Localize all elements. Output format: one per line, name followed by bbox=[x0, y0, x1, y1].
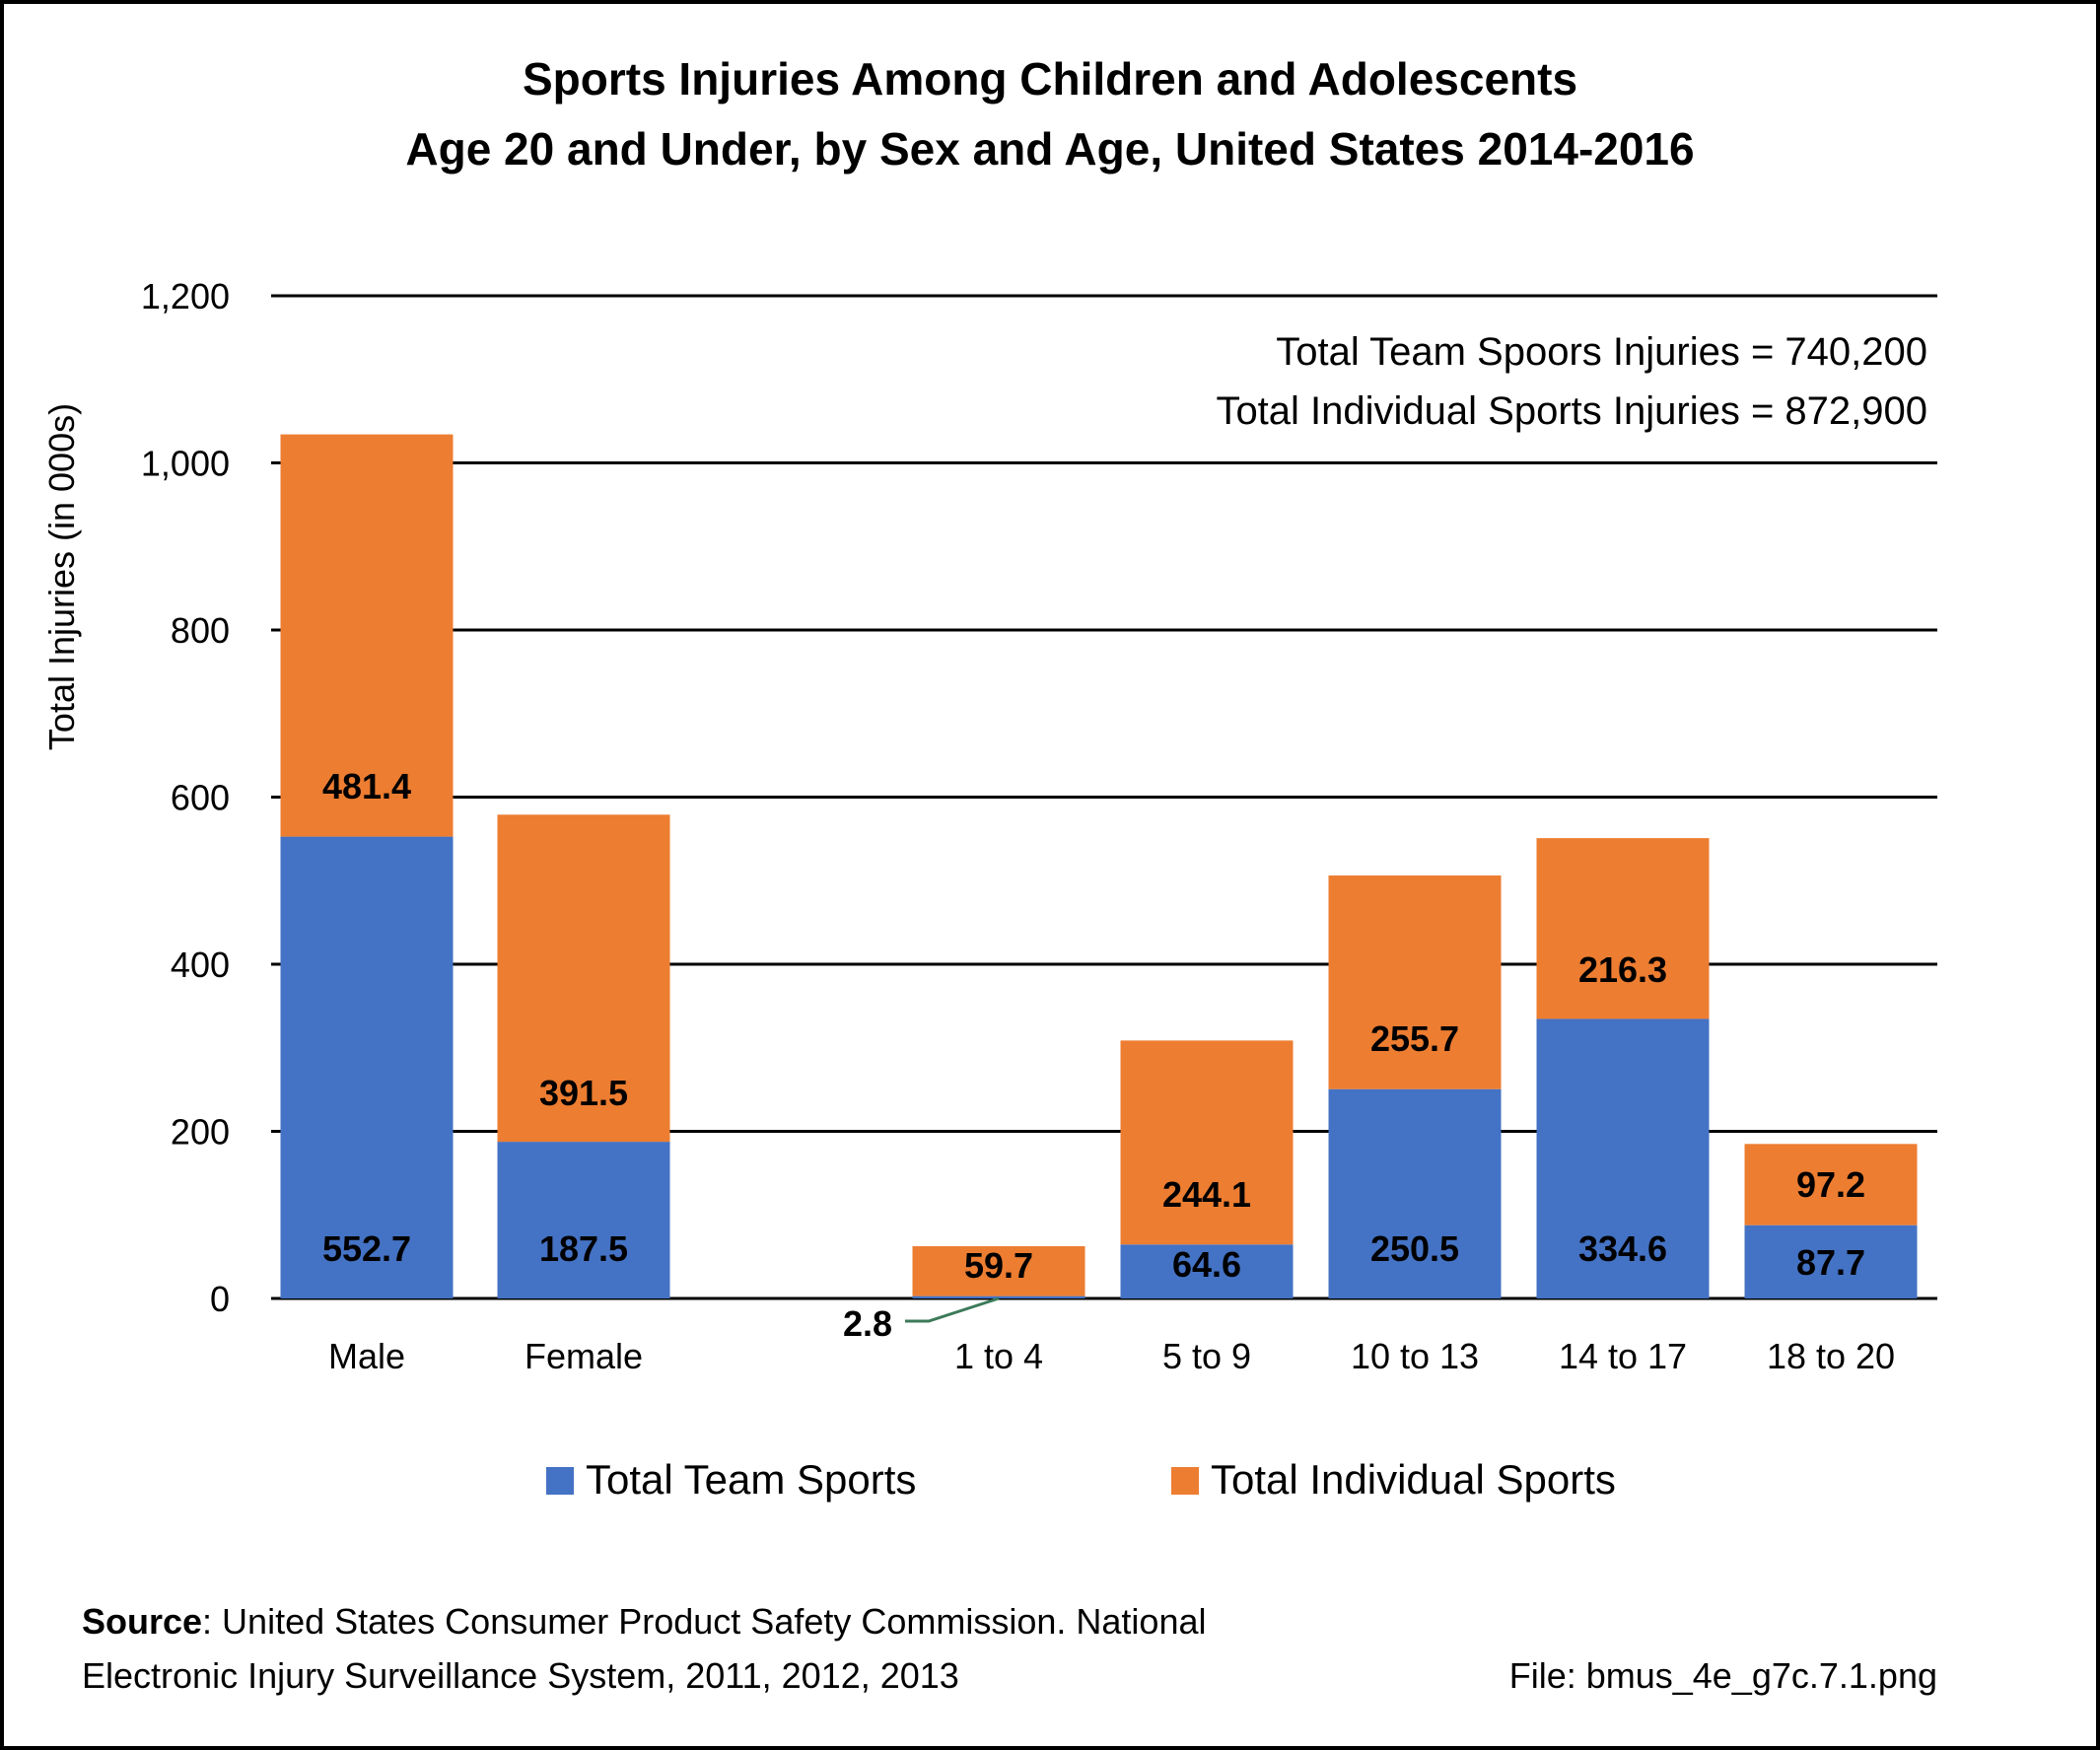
bar-individual-sports bbox=[497, 814, 670, 1143]
bar-team-sports bbox=[497, 1142, 670, 1298]
legend-swatch-individual bbox=[1171, 1467, 1199, 1495]
legend-swatch-team bbox=[546, 1467, 574, 1495]
data-label-individual: 216.3 bbox=[1578, 949, 1667, 990]
source-label: Source bbox=[82, 1601, 202, 1642]
data-label-individual: 59.7 bbox=[964, 1245, 1033, 1286]
bar-team-sports bbox=[912, 1295, 1085, 1298]
bar-individual-sports bbox=[912, 1246, 1085, 1296]
x-tick-label: 10 to 13 bbox=[1351, 1336, 1479, 1376]
x-tick-label: 14 to 17 bbox=[1559, 1336, 1687, 1376]
bar-individual-sports bbox=[1328, 875, 1502, 1089]
data-label-individual: 244.1 bbox=[1162, 1174, 1251, 1215]
x-tick-label: Male bbox=[328, 1336, 405, 1376]
y-tick-label: 1,200 bbox=[141, 276, 230, 316]
y-tick-label: 1,000 bbox=[141, 444, 230, 484]
bar-individual-sports bbox=[1536, 838, 1710, 1019]
source-line-2: Electronic Injury Surveillance System, 2… bbox=[82, 1655, 959, 1696]
y-tick-label: 800 bbox=[171, 610, 230, 651]
leader-line bbox=[905, 1296, 1000, 1323]
chart-title-line-1: Sports Injuries Among Children and Adole… bbox=[523, 53, 1577, 105]
legend-label-team: Total Team Sports bbox=[586, 1456, 916, 1503]
x-tick-labels: Male Female 1 to 4 5 to 9 10 to 13 14 to 17 18… bbox=[328, 1336, 1895, 1376]
data-label-team: 250.5 bbox=[1370, 1228, 1459, 1269]
x-tick-label: Female bbox=[525, 1336, 643, 1376]
y-axis-label: Total Injuries (in 000s) bbox=[41, 403, 82, 750]
x-tick-label: 5 to 9 bbox=[1162, 1336, 1251, 1376]
x-tick-label: 18 to 20 bbox=[1767, 1336, 1895, 1376]
y-tick-label: 400 bbox=[171, 945, 230, 985]
bar-team-sports bbox=[1328, 1088, 1502, 1298]
data-label-individual: 97.2 bbox=[1796, 1164, 1865, 1205]
y-tick-label: 600 bbox=[171, 778, 230, 818]
source-text-1: : United States Consumer Product Safety … bbox=[202, 1601, 1206, 1642]
bar-team-sports bbox=[1120, 1244, 1294, 1298]
data-label-team: 552.7 bbox=[322, 1228, 411, 1269]
data-label-team: 87.7 bbox=[1796, 1242, 1865, 1283]
y-tick-label: 200 bbox=[171, 1112, 230, 1153]
bar-individual-sports bbox=[280, 434, 454, 837]
bars bbox=[280, 434, 1918, 1298]
bar-team-sports bbox=[1744, 1225, 1918, 1298]
data-label-team: 187.5 bbox=[539, 1228, 628, 1269]
legend: Total Team Sports Total Individual Sport… bbox=[546, 1456, 1616, 1503]
data-label-individual: 391.5 bbox=[539, 1073, 628, 1113]
annotation-individual-total: Total Individual Sports Injuries = 872,9… bbox=[1216, 389, 1927, 433]
annotation-team-total: Total Team Spoors Injuries = 740,200 bbox=[1276, 330, 1927, 374]
bar-individual-sports bbox=[1120, 1040, 1294, 1245]
data-label-team: 334.6 bbox=[1578, 1228, 1667, 1269]
y-tick-labels: 0 200 400 600 800 1,000 1,200 bbox=[141, 276, 230, 1319]
data-label-team: 2.8 bbox=[843, 1303, 892, 1344]
data-label-individual: 255.7 bbox=[1370, 1018, 1459, 1059]
bar-team-sports bbox=[1536, 1018, 1710, 1298]
chart-title-line-2: Age 20 and Under, by Sex and Age, United… bbox=[405, 123, 1694, 175]
data-label-individual: 481.4 bbox=[322, 766, 411, 806]
bar-team-sports bbox=[280, 836, 454, 1298]
data-label-team: 64.6 bbox=[1172, 1244, 1241, 1285]
file-label: File: bmus_4e_g7c.7.1.png bbox=[1509, 1655, 1937, 1696]
bar-individual-sports bbox=[1744, 1144, 1918, 1225]
legend-label-individual: Total Individual Sports bbox=[1211, 1456, 1616, 1503]
x-tick-label: 1 to 4 bbox=[954, 1336, 1043, 1376]
y-tick-label: 0 bbox=[210, 1279, 230, 1319]
data-labels: 481.4 552.7 391.5 187.5 59.7 2.8 244.1 64.6 255.… bbox=[322, 766, 1865, 1344]
source-line-1: Source: United States Consumer Product S… bbox=[82, 1601, 1207, 1642]
